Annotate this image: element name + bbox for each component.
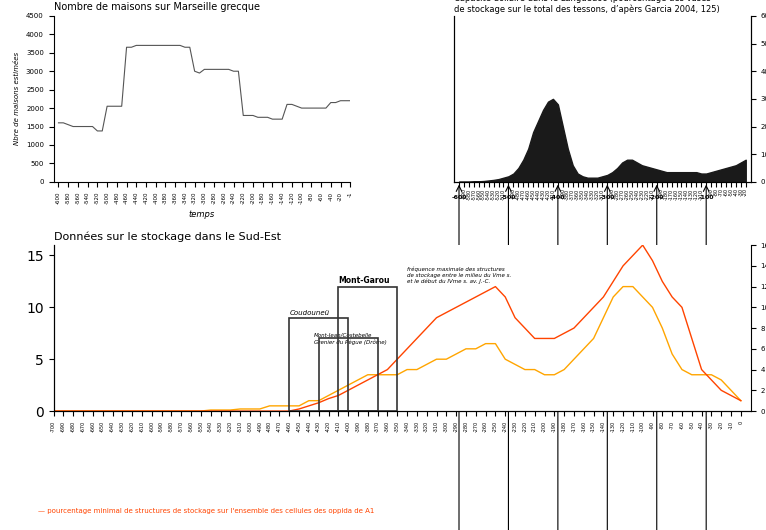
X-axis label: temps: temps: [188, 209, 215, 218]
Text: -410: -410: [551, 189, 555, 200]
Text: -400: -400: [550, 195, 565, 200]
Text: -120: -120: [694, 189, 699, 200]
Text: -160: -160: [674, 189, 679, 200]
Text: -70: -70: [719, 189, 724, 197]
Text: -40: -40: [733, 189, 738, 197]
Text: -240: -240: [634, 189, 640, 200]
Text: -260: -260: [624, 189, 630, 200]
Text: -420: -420: [545, 189, 551, 200]
Text: -350: -350: [580, 189, 585, 200]
Text: -480: -480: [516, 189, 521, 200]
Text: -60: -60: [723, 189, 728, 197]
Text: -570: -570: [471, 189, 476, 200]
Text: -200: -200: [649, 195, 664, 200]
Text: -520: -520: [496, 189, 501, 200]
Text: Données sur le stockage dans le Sud-Est: Données sur le stockage dans le Sud-Est: [54, 231, 280, 242]
Text: -390: -390: [560, 189, 565, 199]
Text: -560: -560: [476, 189, 481, 200]
Text: -440: -440: [535, 189, 541, 200]
Text: -50: -50: [728, 189, 733, 197]
Text: -430: -430: [541, 189, 545, 200]
Text: -90: -90: [709, 189, 714, 196]
Bar: [290, 317, 349, 411]
Text: — pourcentage minimal de structures de stockage sur l'ensemble des cellules des : — pourcentage minimal de structures de s…: [38, 508, 375, 514]
Text: -500: -500: [501, 195, 516, 200]
Text: -30: -30: [738, 189, 743, 197]
Text: -210: -210: [650, 189, 654, 200]
Y-axis label: Nbre de maisons estimées: Nbre de maisons estimées: [15, 52, 21, 145]
Text: Coudouneü: Coudouneü: [290, 310, 329, 315]
Text: -110: -110: [699, 189, 704, 200]
Text: -280: -280: [614, 189, 620, 200]
Text: -540: -540: [486, 189, 491, 200]
Text: -20: -20: [743, 189, 748, 197]
Text: -360: -360: [575, 189, 580, 200]
Text: -230: -230: [640, 189, 644, 200]
Text: -310: -310: [600, 189, 605, 200]
Text: -580: -580: [466, 189, 471, 200]
Text: -220: -220: [644, 189, 650, 200]
Text: Capacité doliaire dans le Languedoc (pourcentage des vases
de stockage sur le to: Capacité doliaire dans le Languedoc (pou…: [454, 0, 720, 14]
Text: -380: -380: [565, 189, 570, 200]
Text: -470: -470: [521, 189, 525, 200]
Text: -130: -130: [689, 189, 694, 200]
Text: -170: -170: [669, 189, 674, 200]
Text: -140: -140: [684, 189, 689, 200]
Text: -300: -300: [600, 195, 615, 200]
Text: Mont-Jean/Costebelle
Grenier du Pègue (Drôme): Mont-Jean/Costebelle Grenier du Pègue (D…: [314, 333, 387, 344]
Text: -550: -550: [481, 189, 486, 200]
Text: -590: -590: [461, 189, 466, 199]
Bar: [339, 287, 398, 411]
Text: -510: -510: [501, 189, 506, 200]
Text: -270: -270: [620, 189, 624, 200]
Text: -450: -450: [531, 189, 535, 200]
Text: -600: -600: [451, 195, 466, 200]
Text: fréquence maximale des structures
de stockage entre le milieu du Vme s.
et le dé: fréquence maximale des structures de sto…: [407, 267, 512, 285]
Text: -190: -190: [660, 189, 664, 199]
Text: -250: -250: [630, 189, 634, 200]
Text: -100: -100: [699, 195, 714, 200]
Text: -460: -460: [525, 189, 531, 200]
Text: -490: -490: [511, 189, 516, 199]
Text: Nombre de maisons sur Marseille grecque: Nombre de maisons sur Marseille grecque: [54, 2, 260, 12]
Bar: [319, 339, 378, 411]
Text: -180: -180: [664, 189, 669, 200]
Text: -290: -290: [610, 189, 615, 199]
Text: -530: -530: [491, 189, 496, 200]
Text: -370: -370: [570, 189, 575, 200]
Text: -80: -80: [714, 189, 719, 197]
Text: -150: -150: [679, 189, 684, 200]
Text: -340: -340: [585, 189, 590, 200]
Text: Mont-Garou: Mont-Garou: [339, 277, 390, 286]
Text: -320: -320: [595, 189, 600, 200]
Text: -330: -330: [590, 189, 595, 200]
